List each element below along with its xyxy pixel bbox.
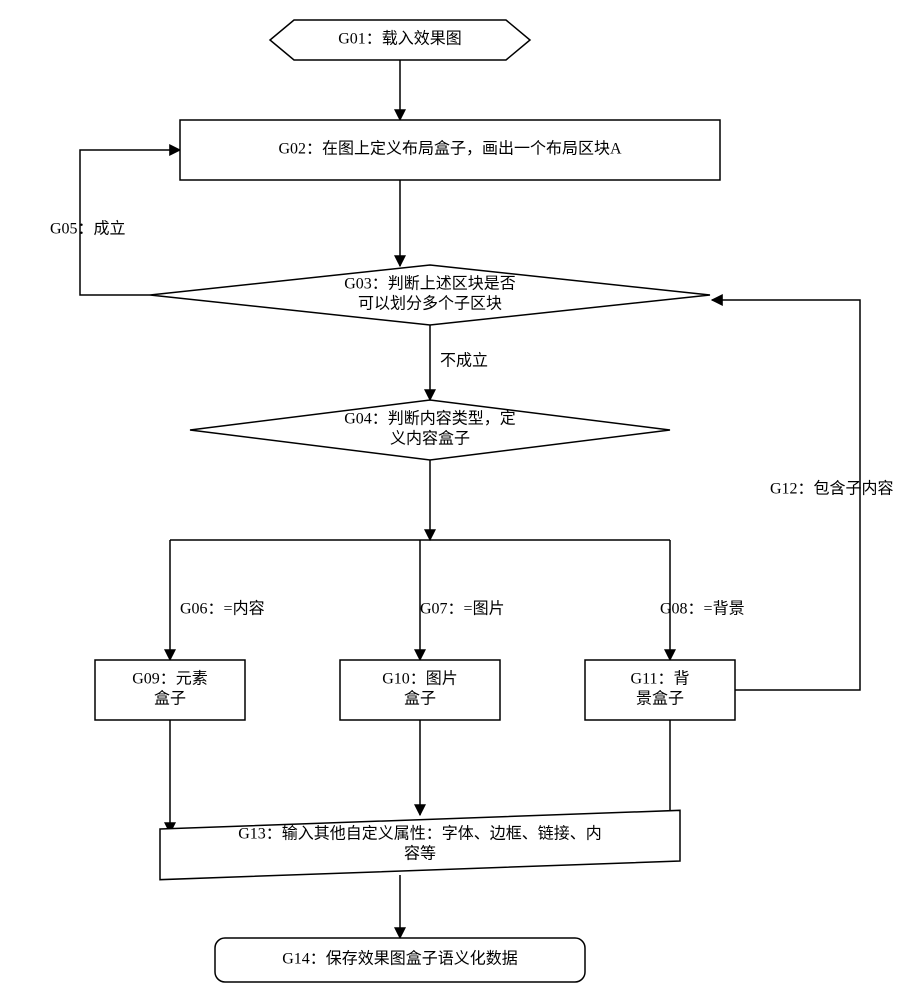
node-G02: G02：在图上定义布局盒子，画出一个布局区块A [180, 120, 720, 180]
svg-text:G14：保存效果图盒子语义化数据: G14：保存效果图盒子语义化数据 [282, 950, 518, 968]
svg-text:G04：判断内容类型，定: G04：判断内容类型，定 [344, 410, 516, 428]
svg-text:G13：输入其他自定义属性：字体、边框、链接、内: G13：输入其他自定义属性：字体、边框、链接、内 [238, 825, 602, 843]
label-G07: G07：=图片 [420, 600, 505, 618]
svg-text:盒子: 盒子 [404, 690, 436, 708]
label-G12: G12：包含子内容 [770, 480, 894, 498]
svg-text:G03：判断上述区块是否: G03：判断上述区块是否 [344, 275, 516, 293]
svg-text:G02：在图上定义布局盒子，画出一个布局区块A: G02：在图上定义布局盒子，画出一个布局区块A [278, 140, 622, 158]
label-G06: G06：=内容 [180, 600, 265, 618]
edges-group [80, 60, 860, 938]
svg-text:景盒子: 景盒子 [636, 690, 684, 708]
node-G03: G03：判断上述区块是否可以划分多个子区块 [150, 265, 710, 325]
svg-text:容等: 容等 [404, 845, 436, 863]
node-G04: G04：判断内容类型，定义内容盒子 [190, 400, 670, 460]
flowchart-canvas: G01：载入效果图 G02：在图上定义布局盒子，画出一个布局区块A G03：判断上述… [0, 0, 916, 1000]
svg-text:G09：元素: G09：元素 [132, 670, 208, 688]
svg-text:G11：背: G11：背 [631, 670, 690, 688]
node-G10: G10：图片盒子 [340, 660, 500, 720]
node-G09: G09：元素盒子 [95, 660, 245, 720]
node-G01: G01：载入效果图 [270, 20, 530, 60]
svg-text:G10：图片: G10：图片 [382, 670, 458, 688]
nodes-group: G01：载入效果图 G02：在图上定义布局盒子，画出一个布局区块A G03：判断上述… [95, 20, 735, 982]
node-G14: G14：保存效果图盒子语义化数据 [215, 938, 585, 982]
svg-text:义内容盒子: 义内容盒子 [390, 430, 470, 448]
svg-text:G01：载入效果图: G01：载入效果图 [338, 30, 462, 48]
svg-text:盒子: 盒子 [154, 690, 186, 708]
label-G03_else: 不成立 [440, 352, 488, 370]
node-G13: G13：输入其他自定义属性：字体、边框、链接、内容等 [160, 810, 680, 879]
svg-text:可以划分多个子区块: 可以划分多个子区块 [358, 295, 502, 313]
label-G05: G05：成立 [50, 220, 126, 238]
node-G11: G11：背景盒子 [585, 660, 735, 720]
label-G08: G08：=背景 [660, 600, 745, 618]
